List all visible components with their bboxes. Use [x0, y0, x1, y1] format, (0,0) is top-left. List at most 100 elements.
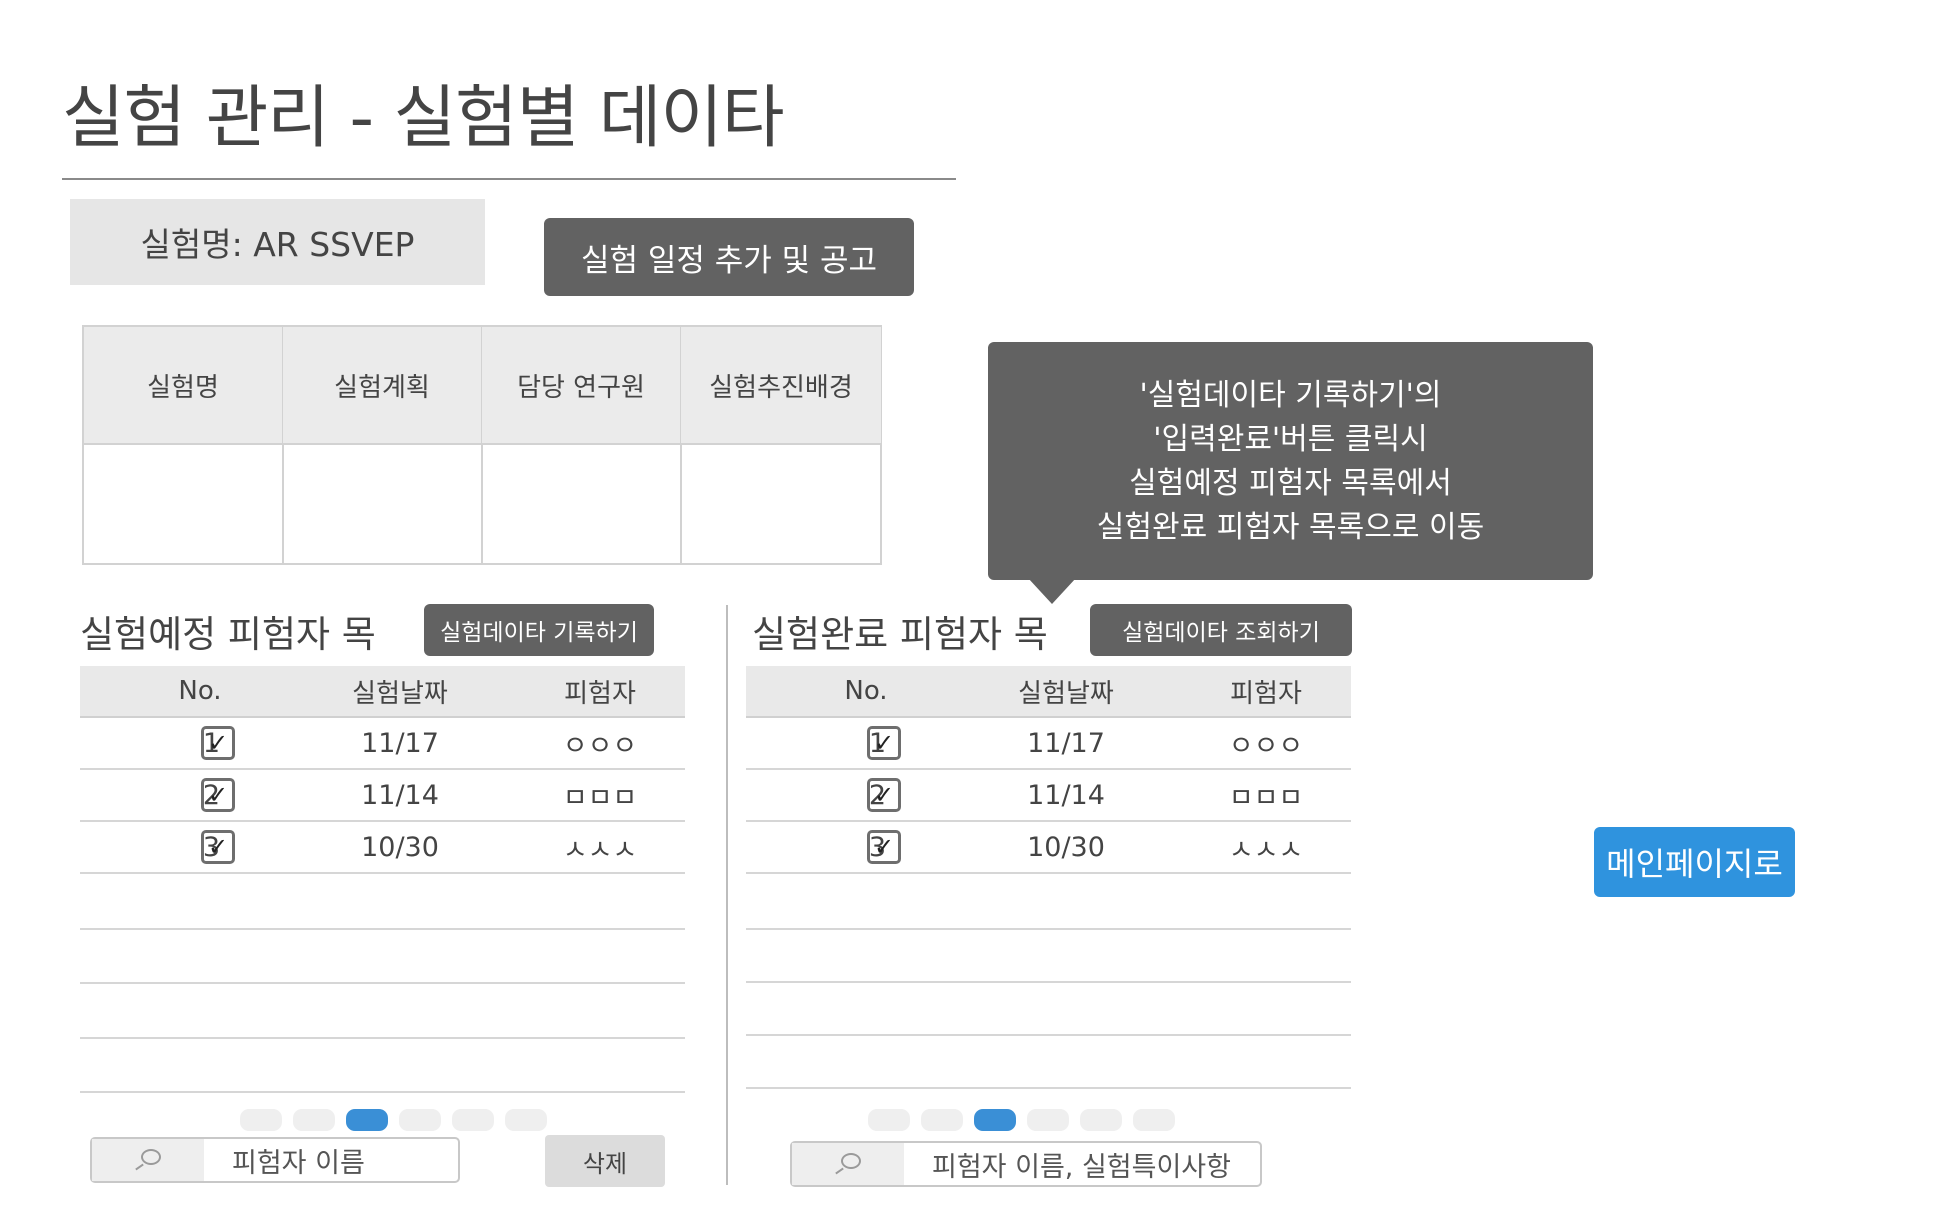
empty-row-line — [746, 1087, 1351, 1089]
row-date: 11/14 — [1027, 779, 1105, 811]
row-date: 11/17 — [361, 727, 439, 759]
page-dot[interactable] — [868, 1109, 910, 1131]
column-header-date: 실험날짜 — [1018, 678, 1114, 709]
page-dot[interactable] — [1027, 1109, 1069, 1131]
table-row[interactable]: 1 ✓ 11/17 ㅇㅇㅇ — [80, 718, 685, 770]
page-dot-active[interactable] — [974, 1109, 1016, 1131]
empty-row-line — [80, 1091, 685, 1093]
empty-row-line — [746, 928, 1351, 930]
callout-line: 실험예정 피험자 목록에서 — [1129, 466, 1452, 501]
empty-row-line — [746, 981, 1351, 983]
callout-line: '실험데이타 기록하기'의 — [1139, 378, 1442, 413]
page-dot[interactable] — [240, 1109, 282, 1131]
annotation-callout: '실험데이타 기록하기'의 '입력완료'버튼 클릭시 실험예정 피험자 목록에서… — [988, 342, 1593, 580]
page-dot[interactable] — [1133, 1109, 1175, 1131]
info-header-name: 실험명 — [84, 327, 282, 445]
row-checkbox[interactable]: ✓ — [867, 830, 901, 864]
row-subject: ㅅㅅㅅ — [562, 834, 638, 866]
row-subject: ㅇㅇㅇ — [1228, 730, 1304, 762]
row-no: 1 — [202, 727, 220, 759]
search-placeholder: 피험자 이름 — [232, 1147, 365, 1179]
completed-pagination — [868, 1109, 1188, 1131]
row-checkbox[interactable]: ✓ — [201, 830, 235, 864]
info-column: 실험계획 — [283, 327, 483, 563]
scheduled-pagination — [240, 1109, 560, 1131]
column-header-date: 실험날짜 — [352, 678, 448, 709]
scheduled-list: No. 실험날짜 피험자 1 ✓ 11/17 ㅇㅇㅇ 2 ✓ 11/14 ㅁㅁㅁ… — [80, 666, 685, 1093]
row-date: 11/17 — [1027, 727, 1105, 759]
row-no: 3 — [202, 831, 220, 863]
info-column: 실험명 — [84, 327, 284, 563]
search-icon-cell — [92, 1139, 204, 1181]
empty-row-line — [746, 1034, 1351, 1036]
empty-row-line — [80, 1037, 685, 1039]
completed-list-header: No. 실험날짜 피험자 — [746, 666, 1351, 718]
row-subject: ㅁㅁㅁ — [562, 782, 638, 814]
row-subject: ㅁㅁㅁ — [1228, 782, 1304, 814]
section-divider — [726, 605, 728, 1185]
search-icon — [135, 1149, 161, 1171]
check-icon: ✓ — [873, 729, 895, 757]
check-icon: ✓ — [873, 781, 895, 809]
info-header-plan: 실험계획 — [283, 327, 481, 445]
completed-list-title: 실험완료 피험자 목 — [752, 613, 1048, 656]
info-column: 담당 연구원 — [482, 327, 682, 563]
row-date: 10/30 — [1027, 831, 1105, 863]
info-header-researcher: 담당 연구원 — [482, 327, 680, 445]
page-dot[interactable] — [293, 1109, 335, 1131]
experiment-info-table: 실험명 실험계획 담당 연구원 실험추진배경 — [82, 325, 882, 565]
page-dot-active[interactable] — [346, 1109, 388, 1131]
page-title: 실험 관리 - 실험별 데이타 — [62, 79, 785, 158]
row-subject: ㅅㅅㅅ — [1228, 834, 1304, 866]
row-no: 2 — [868, 779, 886, 811]
callout-pointer — [1028, 578, 1076, 604]
completed-search-input[interactable]: 피험자 이름, 실험특이사항 — [790, 1141, 1262, 1187]
check-icon: ✓ — [207, 729, 229, 757]
empty-row-line — [80, 982, 685, 984]
row-date: 10/30 — [361, 831, 439, 863]
search-placeholder: 피험자 이름, 실험특이사항 — [932, 1151, 1231, 1183]
row-no: 2 — [202, 779, 220, 811]
row-checkbox[interactable]: ✓ — [867, 726, 901, 760]
main-page-button[interactable]: 메인페이지로 — [1594, 827, 1795, 897]
completed-list: No. 실험날짜 피험자 1 ✓ 11/17 ㅇㅇㅇ 2 ✓ 11/14 ㅁㅁㅁ… — [746, 666, 1351, 1089]
experiment-name-label: 실험명: AR SSVEP — [70, 199, 485, 285]
page-dot[interactable] — [505, 1109, 547, 1131]
view-data-button[interactable]: 실험데이타 조회하기 — [1090, 604, 1352, 656]
add-schedule-button[interactable]: 실험 일정 추가 및 공고 — [544, 218, 914, 296]
callout-line: 실험완료 피험자 목록으로 이동 — [1096, 510, 1485, 545]
search-icon-cell — [792, 1143, 904, 1185]
page-dot[interactable] — [1080, 1109, 1122, 1131]
row-no: 3 — [868, 831, 886, 863]
column-header-no: No. — [844, 676, 888, 706]
column-header-no: No. — [178, 676, 222, 706]
table-row[interactable]: 2 ✓ 11/14 ㅁㅁㅁ — [746, 770, 1351, 822]
row-checkbox[interactable]: ✓ — [201, 726, 235, 760]
scheduled-search-input[interactable]: 피험자 이름 — [90, 1137, 460, 1183]
row-no: 1 — [868, 727, 886, 759]
check-icon: ✓ — [207, 833, 229, 861]
table-row[interactable]: 2 ✓ 11/14 ㅁㅁㅁ — [80, 770, 685, 822]
record-data-button[interactable]: 실험데이타 기록하기 — [424, 604, 654, 656]
search-icon — [835, 1153, 861, 1175]
check-icon: ✓ — [207, 781, 229, 809]
page-dot[interactable] — [399, 1109, 441, 1131]
table-row[interactable]: 3 ✓ 10/30 ㅅㅅㅅ — [746, 822, 1351, 874]
table-row[interactable]: 3 ✓ 10/30 ㅅㅅㅅ — [80, 822, 685, 874]
info-header-background: 실험추진배경 — [681, 327, 881, 445]
column-header-subject: 피험자 — [1230, 678, 1302, 709]
page-dot[interactable] — [452, 1109, 494, 1131]
check-icon: ✓ — [873, 833, 895, 861]
row-subject: ㅇㅇㅇ — [562, 730, 638, 762]
page-dot[interactable] — [921, 1109, 963, 1131]
empty-row-line — [80, 928, 685, 930]
row-checkbox[interactable]: ✓ — [867, 778, 901, 812]
table-row[interactable]: 1 ✓ 11/17 ㅇㅇㅇ — [746, 718, 1351, 770]
scheduled-list-title: 실험예정 피험자 목 — [80, 613, 376, 656]
delete-button[interactable]: 삭제 — [545, 1135, 665, 1187]
column-header-subject: 피험자 — [564, 678, 636, 709]
title-divider — [62, 178, 956, 180]
info-column: 실험추진배경 — [681, 327, 881, 563]
callout-line: '입력완료'버튼 클릭시 — [1153, 422, 1428, 457]
row-checkbox[interactable]: ✓ — [201, 778, 235, 812]
